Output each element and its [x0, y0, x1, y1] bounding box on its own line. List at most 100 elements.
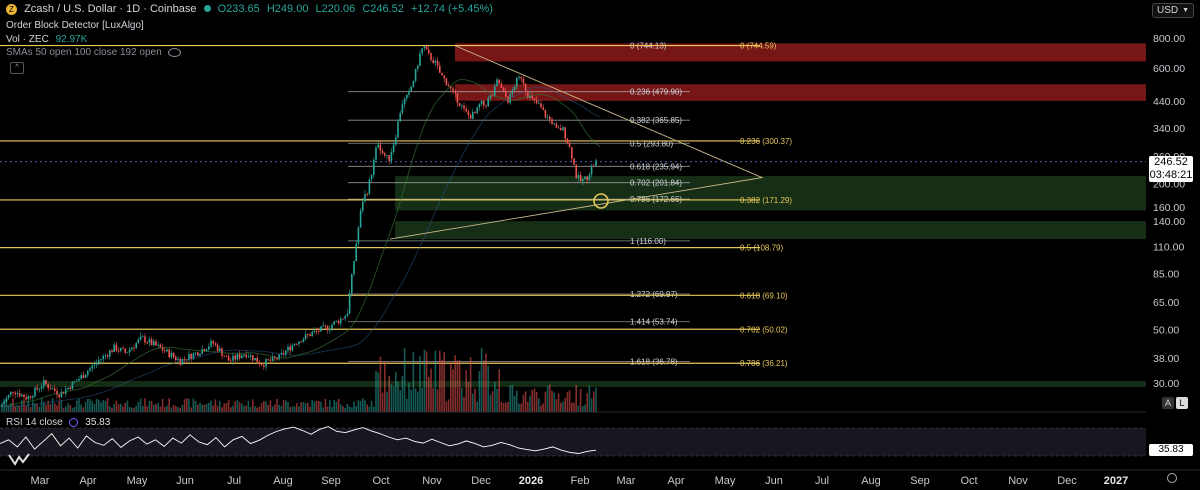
volume-bar [408, 382, 410, 412]
volume-bar [311, 400, 313, 412]
candle-body [203, 349, 206, 352]
volume-bar [423, 349, 426, 412]
volume-bar [71, 407, 74, 412]
price-tick-11: 50.00 [1153, 324, 1179, 336]
volume-bar [381, 392, 384, 412]
indicator-vol[interactable]: Vol · ZEC 92.97K [6, 34, 91, 45]
indicator-sma[interactable]: SMAs 50 open 100 close 192 open [6, 47, 185, 58]
volume-bar [296, 403, 298, 412]
candle-body [465, 108, 467, 112]
candle-body [133, 347, 135, 349]
volume-bar [342, 406, 344, 412]
volume-bar [463, 396, 465, 412]
candle-body [417, 66, 419, 69]
candle-body [364, 193, 366, 202]
volume-bar [480, 348, 483, 412]
volume-bar [538, 398, 540, 412]
volume-bar [320, 401, 322, 412]
volume-bar [291, 406, 294, 412]
candle-body [439, 65, 441, 73]
symbol-legend[interactable]: Z Zcash / U.S. Dollar · 1D · Coinbase O2… [6, 3, 497, 15]
volume-bar [65, 406, 67, 412]
volume-bar [203, 404, 206, 412]
candle-body [16, 393, 19, 395]
volume-bar [117, 404, 120, 412]
candle-body [329, 328, 331, 331]
volume-bar [241, 403, 243, 412]
candle-body [238, 354, 241, 359]
candle-body [395, 137, 397, 145]
time-tick-9: Dec [471, 475, 491, 487]
candle-body [144, 336, 146, 343]
order-block-bear-1 [455, 84, 1146, 101]
candle-body [260, 364, 263, 366]
volume-bar [535, 391, 538, 412]
candle-body [1, 404, 3, 407]
volume-bar [324, 398, 327, 412]
candle-body [252, 355, 254, 361]
volume-bar [524, 391, 527, 412]
fib-left-label-5: 0.702 (201.84) [630, 179, 682, 188]
volume-bar [335, 401, 338, 412]
indicator-ob[interactable]: Order Block Detector [LuxAlgo] [6, 20, 148, 31]
volume-bar [93, 403, 96, 412]
volume-bar [205, 403, 208, 412]
candle-body [124, 348, 126, 353]
volume-bar [425, 351, 428, 412]
candle-body [469, 114, 472, 119]
volume-bar [40, 398, 43, 412]
candle-body [155, 341, 157, 346]
time-tick-14: May [715, 475, 736, 487]
candle-body [38, 388, 41, 390]
chart-settings-icon[interactable] [1167, 473, 1177, 483]
candle-body [269, 360, 272, 361]
candle-body [34, 387, 36, 397]
candle-body [568, 142, 571, 148]
currency-select[interactable]: USD ▼ [1152, 3, 1194, 18]
price-axis[interactable]: 800.00600.00440.00340.00260.00200.00160.… [1146, 0, 1200, 470]
volume-bar [562, 401, 564, 412]
volume-bar [1, 405, 3, 412]
volume-bar [403, 348, 406, 412]
volume-bars [1, 348, 597, 412]
volume-bar [150, 400, 153, 412]
candle-body [194, 352, 197, 354]
candle-body [326, 325, 329, 331]
volume-bar [252, 399, 254, 412]
candle-body [520, 76, 522, 79]
rsi-legend[interactable]: RSI 14 close 35.83 [6, 417, 114, 428]
candle-body [210, 341, 212, 347]
volume-bar [67, 403, 69, 412]
volume-bar [461, 387, 463, 412]
volume-bar [256, 407, 258, 412]
triangle-drawing [389, 45, 764, 240]
volume-bar [496, 388, 498, 412]
volume-bar [102, 400, 104, 412]
volume-bar [225, 403, 228, 412]
candle-body [566, 138, 569, 143]
fib-right-label-1: 0.236 (300.37) [740, 137, 792, 146]
volume-bar [265, 401, 267, 412]
time-axis[interactable]: Mar Apr May Jun Jul Aug Sep Oct Nov Dec 2026 Feb Mar… [0, 469, 1200, 487]
order-block-bear-0 [455, 43, 1146, 62]
log-scale-button[interactable]: L [1176, 397, 1188, 409]
volume-bar [588, 385, 591, 412]
volume-bar [168, 398, 170, 412]
volume-bar [135, 405, 137, 412]
volume-bar [249, 407, 252, 412]
auto-scale-button[interactable]: A [1162, 397, 1174, 409]
fib-left-label-8: 1.272 (69.97) [630, 290, 678, 299]
candle-body [256, 357, 258, 363]
collapse-legend-button[interactable]: ^ [10, 62, 24, 74]
candle-body [586, 176, 588, 180]
volume-bar [282, 399, 285, 412]
eye-icon[interactable] [168, 47, 182, 57]
candle-body [227, 356, 230, 361]
volume-bar [27, 401, 30, 412]
candle-body [258, 362, 261, 365]
sma-lines [0, 79, 601, 407]
candle-body [111, 350, 113, 353]
volume-bar [60, 399, 63, 412]
candle-body [91, 365, 93, 369]
